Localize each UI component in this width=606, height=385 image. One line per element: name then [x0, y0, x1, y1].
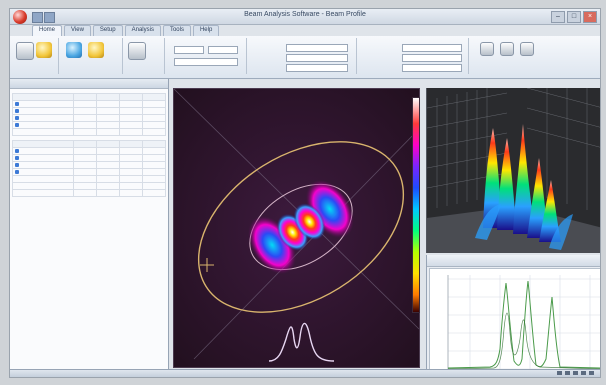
option-field-3[interactable] — [286, 64, 348, 72]
extra-button-3[interactable] — [520, 42, 534, 56]
display-3d-button[interactable] — [88, 42, 104, 58]
tab-setup[interactable]: Setup — [92, 25, 123, 36]
ribbon-tabs: Home View Setup Analysis Tools Help — [10, 25, 600, 36]
ribbon-group-settings — [166, 38, 247, 74]
checkbox[interactable] — [15, 115, 19, 120]
zoom-icon[interactable] — [565, 371, 570, 375]
close-button[interactable]: × — [583, 11, 597, 23]
outer-ellipse — [197, 141, 405, 313]
display-2d-button[interactable] — [66, 42, 82, 58]
checkbox[interactable] — [15, 162, 19, 167]
quick-access-undo-icon[interactable] — [44, 12, 55, 23]
checkbox[interactable] — [15, 108, 19, 113]
status-bar — [10, 369, 600, 377]
camera-icon[interactable] — [573, 371, 578, 375]
profile-plot-canvas — [447, 275, 600, 370]
setting-field-1[interactable] — [174, 46, 204, 54]
colorbar-scale — [412, 97, 420, 313]
results-list — [10, 197, 168, 207]
maximize-button[interactable]: □ — [567, 11, 581, 23]
profile-line-x — [447, 280, 600, 369]
capture-button[interactable] — [36, 42, 52, 58]
beam-2d-canvas — [174, 89, 419, 367]
checkbox[interactable] — [15, 155, 19, 160]
profile-plot[interactable] — [429, 268, 600, 375]
measure-field-2[interactable] — [402, 54, 462, 62]
quick-access-save-icon[interactable] — [32, 12, 43, 23]
ribbon-group-tools — [124, 38, 165, 74]
beam-3d-canvas — [427, 88, 600, 253]
tab-analysis[interactable]: Analysis — [124, 25, 161, 36]
measure-field-1[interactable] — [402, 44, 462, 52]
run-button[interactable] — [16, 42, 34, 60]
extra-button-1[interactable] — [480, 42, 494, 56]
plot-grid — [448, 275, 600, 370]
minimize-button[interactable]: – — [551, 11, 565, 23]
setting-field-2[interactable] — [208, 46, 238, 54]
beam-3d-view[interactable] — [426, 88, 600, 253]
app-window: Beam Analysis Software - Beam Profile – … — [9, 8, 601, 378]
ribbon-group-capture — [12, 38, 59, 74]
grid-icon[interactable] — [557, 371, 562, 375]
profile-line-y — [447, 312, 600, 370]
tool-button[interactable] — [128, 42, 146, 60]
tab-help[interactable]: Help — [192, 25, 220, 36]
beam-2d-view[interactable] — [173, 88, 420, 368]
checkbox[interactable] — [15, 101, 19, 106]
status-icons — [557, 371, 594, 375]
tab-tools[interactable]: Tools — [162, 25, 191, 36]
checkbox[interactable] — [15, 169, 19, 174]
window-title: Beam Analysis Software - Beam Profile — [244, 11, 366, 18]
app-menu-orb-icon[interactable] — [13, 10, 27, 24]
results-table-2 — [11, 140, 166, 197]
info-icon[interactable] — [589, 371, 594, 375]
measure-field-3[interactable] — [402, 64, 462, 72]
setting-field-3[interactable] — [174, 58, 238, 66]
ribbon-group-options — [248, 38, 357, 74]
peaks-3d — [475, 124, 573, 250]
ribbon-group-measure — [358, 38, 469, 74]
inner-ellipse — [249, 183, 353, 271]
beam-core-right — [293, 203, 326, 241]
checkbox[interactable] — [15, 148, 19, 153]
profile-plot-panel — [426, 255, 600, 375]
results-table-1 — [11, 93, 166, 136]
window-controls: – □ × — [551, 11, 597, 23]
list-item[interactable] — [10, 205, 168, 207]
settings-icon[interactable] — [581, 371, 586, 375]
profile-plot-title — [427, 255, 600, 267]
ribbon — [10, 36, 600, 79]
tab-home[interactable]: Home — [32, 25, 63, 36]
ribbon-group-display — [60, 38, 123, 74]
tab-view[interactable]: View — [64, 25, 91, 36]
grid-walls — [427, 88, 600, 210]
extra-button-2[interactable] — [500, 42, 514, 56]
checkbox[interactable] — [15, 122, 19, 127]
results-panel — [10, 79, 169, 372]
ribbon-group-extra — [470, 38, 598, 74]
results-panel-title — [10, 79, 168, 89]
option-field-1[interactable] — [286, 44, 348, 52]
title-bar: Beam Analysis Software - Beam Profile – … — [10, 9, 600, 25]
option-field-2[interactable] — [286, 54, 348, 62]
profile-curve — [268, 322, 335, 362]
